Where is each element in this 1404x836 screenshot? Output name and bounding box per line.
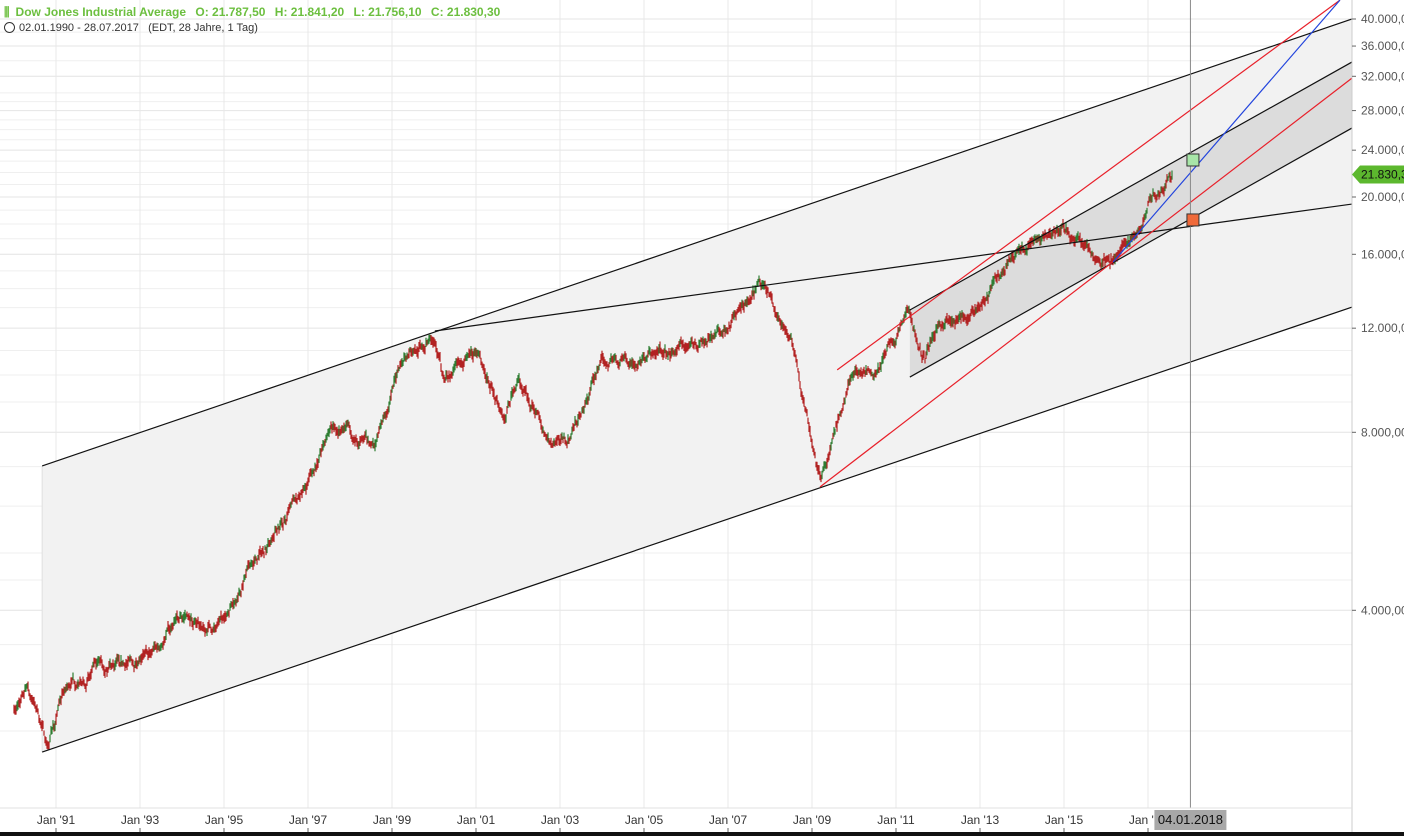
marker-orange bbox=[1186, 213, 1200, 227]
inner-channel-top-line bbox=[909, 61, 1352, 311]
crosshair-date-tag bbox=[1154, 810, 1227, 830]
x-tick-label: Jan '15 bbox=[1045, 813, 1084, 827]
date-range: 02.01.1990 - 28.07.2017 bbox=[19, 22, 139, 34]
y-tick-label: 12.000,00 bbox=[1361, 321, 1404, 335]
inner-channel-fill bbox=[909, 62, 1352, 378]
blue-trend-line bbox=[1112, 0, 1341, 263]
inner-channel-bottom-line bbox=[909, 127, 1352, 378]
crosshair-date-label: 04.01.2018 bbox=[1158, 812, 1223, 827]
chart-range: 02.01.1990 - 28.07.2017 (EDT, 28 Jahre, … bbox=[4, 22, 258, 34]
y-axis-bg bbox=[1352, 0, 1404, 832]
outer-channel-top-line bbox=[41, 18, 1352, 467]
y-tick-label: 40.000,00 bbox=[1361, 12, 1404, 26]
red-channel-top-line bbox=[836, 0, 1341, 371]
y-tick-label: 20.000,00 bbox=[1361, 190, 1404, 204]
x-tick-label: Jan '93 bbox=[121, 813, 160, 827]
marker-green bbox=[1186, 153, 1200, 167]
low-value: L: 21.756,10 bbox=[353, 5, 422, 19]
bottom-bar bbox=[0, 832, 1404, 836]
trend-lines bbox=[41, 0, 1352, 808]
open-value: O: 21.787,50 bbox=[195, 5, 266, 19]
x-tick-label: Jan '03 bbox=[541, 813, 580, 827]
x-tick-label: Jan '13 bbox=[961, 813, 1000, 827]
red-channel-bottom-line bbox=[819, 77, 1352, 488]
x-tick-label: Jan '01 bbox=[457, 813, 496, 827]
clock-icon bbox=[4, 22, 15, 33]
x-tick-label: Jan '97 bbox=[289, 813, 328, 827]
y-tick-label: 36.000,00 bbox=[1361, 39, 1404, 53]
x-tick-label: Jan '05 bbox=[625, 813, 664, 827]
y-tick-label: 24.000,00 bbox=[1361, 143, 1404, 157]
outer-channel-bottom-line bbox=[41, 306, 1352, 753]
y-tick-label: 28.000,00 bbox=[1361, 104, 1404, 118]
last-price-tag bbox=[1352, 165, 1404, 184]
y-tick-label: 4.000,00 bbox=[1361, 603, 1404, 617]
x-tick-label: Jan '91 bbox=[37, 813, 76, 827]
last-price-label: 21.830,30 bbox=[1361, 168, 1404, 182]
x-tick-label: Jan '09 bbox=[793, 813, 832, 827]
y-tick-label: 32.000,00 bbox=[1361, 69, 1404, 83]
outer-channel-fill bbox=[42, 19, 1352, 753]
candles bbox=[13, 170, 1173, 750]
y-tick-label: 16.000,00 bbox=[1361, 247, 1404, 261]
close-value: C: 21.830,30 bbox=[430, 5, 501, 19]
x-tick-label: Jan '95 bbox=[205, 813, 244, 827]
x-tick-label: Jan '11 bbox=[877, 813, 915, 827]
x-tick-label: Jan '99 bbox=[373, 813, 412, 827]
chart-header: ⫼ Dow Jones Industrial Average O: 21.787,… bbox=[4, 5, 506, 20]
range-info: (EDT, 28 Jahre, 1 Tag) bbox=[148, 22, 258, 34]
x-tick-label: Jan '07 bbox=[709, 813, 748, 827]
high-value: H: 21.841,20 bbox=[274, 5, 345, 19]
channel-fills bbox=[41, 19, 1352, 753]
y-tick-label: 8.000,00 bbox=[1361, 425, 1404, 439]
candlestick-icon: ⫼ bbox=[4, 5, 10, 19]
instrument-title: Dow Jones Industrial Average bbox=[15, 5, 187, 19]
